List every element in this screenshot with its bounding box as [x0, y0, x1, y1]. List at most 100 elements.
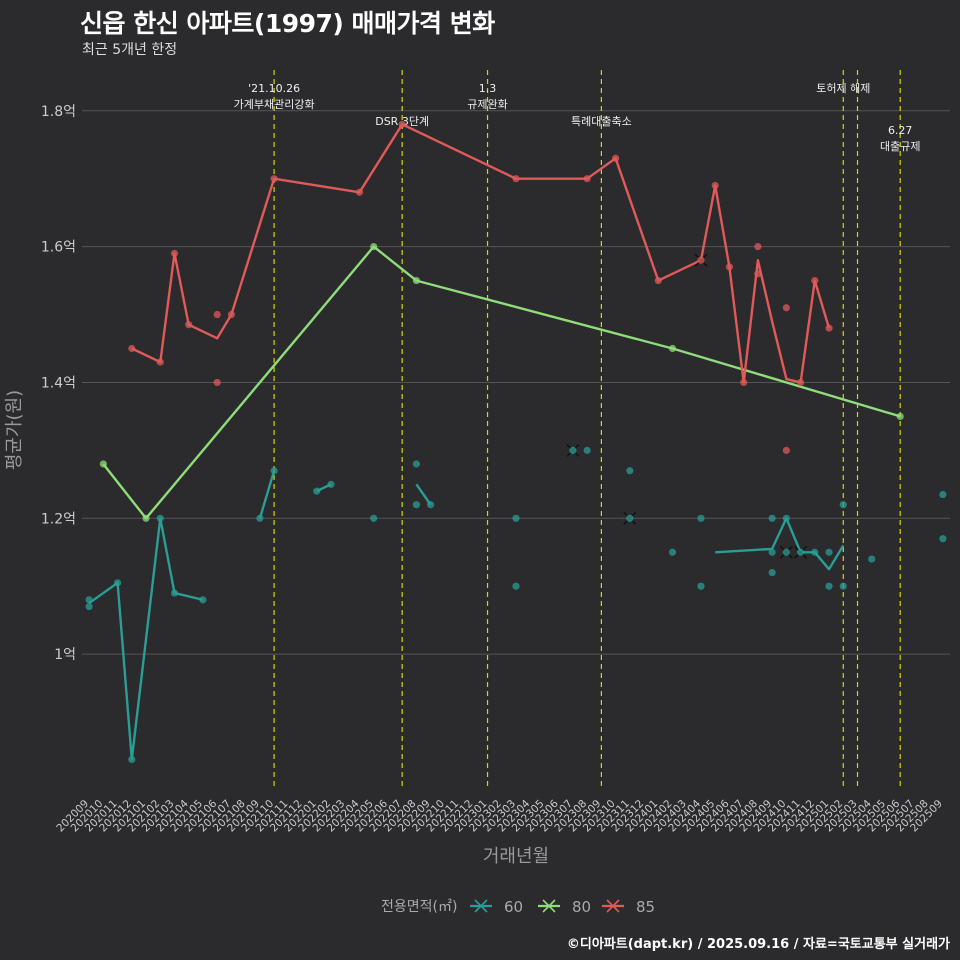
event-label: 1.3 — [479, 82, 497, 95]
event-label: 토허제 해제 — [816, 81, 870, 95]
data-point-60 — [85, 603, 93, 611]
data-point-60 — [170, 589, 179, 597]
series-line-80 — [102, 245, 901, 520]
legend-label-85: 85 — [636, 898, 655, 916]
data-point-60 — [626, 467, 634, 475]
data-point-60 — [868, 555, 876, 563]
data-point-60 — [697, 582, 705, 590]
data-point-85 — [185, 321, 193, 329]
data-point-80 — [412, 276, 420, 285]
data-point-85 — [128, 344, 136, 353]
chart-subtitle: 최근 5개년 한정 — [82, 42, 178, 58]
x-axis-title: 거래년월 — [483, 846, 549, 867]
chart-title: 신읍 한신 아파트(1997) 매매가격 변화 — [80, 9, 495, 38]
legend-title: 전용면적(㎡) — [381, 899, 457, 915]
event-label: 특례대출축소 — [571, 115, 632, 128]
data-point-60 — [768, 548, 776, 556]
data-point-80 — [896, 412, 904, 421]
y-tick-label: 1.8억 — [41, 104, 76, 120]
data-point-85 — [654, 276, 662, 285]
data-point-80 — [99, 460, 107, 468]
legend-key-cross — [606, 899, 620, 913]
series-line-60 — [258, 470, 276, 519]
cross-point-85 — [694, 253, 708, 267]
data-point-60 — [583, 446, 591, 454]
data-point-85 — [740, 378, 748, 387]
data-point-60 — [825, 582, 833, 590]
data-point-85 — [782, 446, 790, 454]
series-line-60 — [88, 517, 204, 761]
data-point-60 — [113, 579, 122, 587]
data-point-60 — [270, 467, 278, 475]
cross-dot — [697, 256, 705, 264]
data-point-60 — [839, 582, 847, 590]
data-point-60 — [512, 514, 520, 522]
data-point-60 — [768, 514, 776, 522]
data-point-60 — [939, 535, 947, 543]
data-point-85 — [156, 358, 164, 366]
data-point-85 — [227, 310, 236, 319]
data-point-60 — [128, 755, 136, 764]
data-point-60 — [825, 548, 833, 556]
data-point-85 — [612, 154, 620, 162]
data-point-60 — [412, 460, 420, 468]
data-point-85 — [754, 270, 762, 278]
series-line-85 — [131, 123, 831, 384]
data-point-60 — [85, 596, 93, 604]
data-point-85 — [355, 188, 364, 196]
y-axis-title: 평균가(원) — [4, 390, 25, 470]
y-tick-label: 1.2억 — [41, 511, 76, 527]
source-caption: ©디아파트(dapt.kr) / 2025.09.16 / 자료=국토교통부 실… — [566, 937, 950, 952]
event-label: '21.10.26 — [248, 82, 300, 95]
legend-key-cross — [542, 899, 556, 913]
data-point-80 — [370, 243, 378, 251]
data-point-80 — [668, 344, 677, 353]
data-point-85 — [811, 276, 819, 285]
data-point-60 — [156, 514, 164, 522]
cross-dot — [796, 548, 805, 556]
data-point-85 — [213, 310, 221, 319]
series-line-60 — [715, 517, 845, 571]
data-point-60 — [768, 569, 776, 577]
data-point-60 — [668, 548, 677, 556]
cross-point-60 — [566, 443, 580, 457]
data-point-85 — [754, 243, 762, 251]
cross-dot — [782, 548, 790, 556]
data-point-60 — [427, 501, 435, 509]
data-point-60 — [839, 501, 847, 509]
cross-dot — [626, 514, 634, 522]
y-tick-label: 1.4억 — [41, 375, 76, 391]
data-point-60 — [697, 514, 705, 522]
cross-point-60 — [794, 545, 808, 559]
legend-key-cross — [474, 899, 488, 913]
legend-key-80 — [538, 899, 560, 913]
cross-dot — [569, 446, 577, 454]
event-label: 6.27 — [888, 124, 913, 137]
y-tick-label: 1억 — [54, 647, 76, 663]
data-point-60 — [782, 514, 790, 522]
data-point-85 — [825, 324, 833, 332]
data-point-60 — [370, 514, 378, 522]
y-tick-label: 1.6억 — [41, 240, 76, 256]
legend-label-80: 80 — [572, 898, 591, 916]
data-point-80 — [142, 514, 150, 522]
cross-point-60 — [623, 511, 637, 525]
event-label: 규제완화 — [467, 98, 507, 111]
data-point-60 — [811, 548, 819, 556]
data-point-85 — [512, 175, 520, 183]
data-point-60 — [512, 582, 520, 590]
event-label: 대출규제 — [880, 140, 920, 153]
series-line-60 — [415, 483, 432, 506]
legend-label-60: 60 — [504, 898, 523, 916]
data-point-85 — [796, 378, 805, 387]
data-point-85 — [583, 175, 591, 183]
data-point-85 — [213, 378, 221, 387]
data-point-60 — [313, 487, 321, 495]
data-point-85 — [725, 263, 734, 271]
legend-key-85 — [602, 899, 624, 913]
data-point-85 — [398, 120, 406, 128]
data-point-60 — [256, 514, 264, 522]
data-point-85 — [711, 181, 719, 190]
cross-point-60 — [779, 545, 793, 559]
